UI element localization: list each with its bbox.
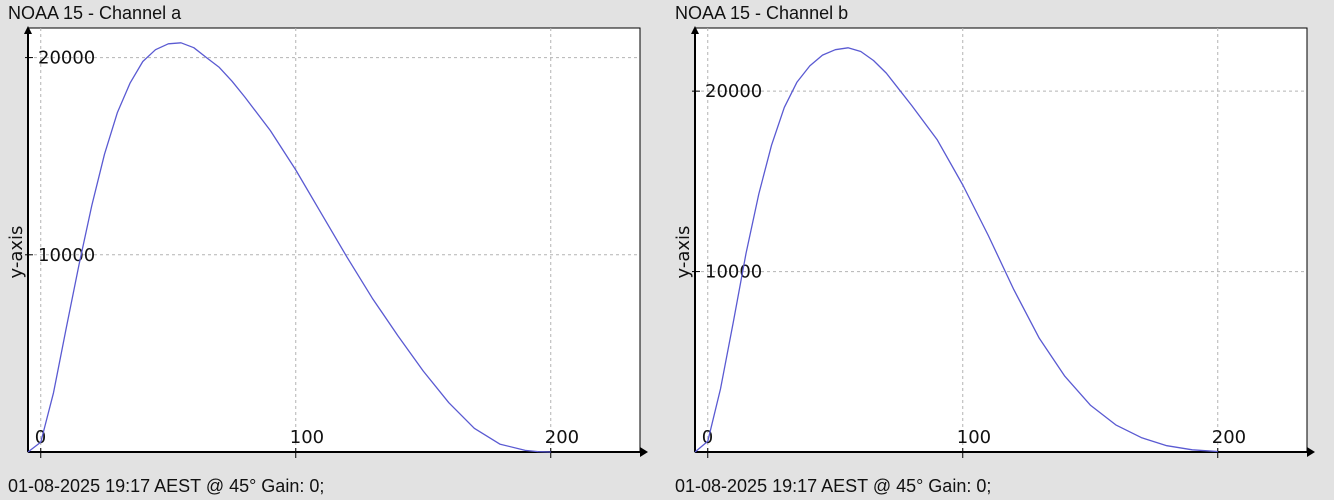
- series-line: [27, 42, 551, 453]
- x-axis-arrow: [640, 447, 648, 457]
- chart-panel-a: NOAA 15 - Channel a 0 100 200 10000 20000 y-a…: [0, 0, 660, 500]
- status-footer: 01-08-2025 19:17 AEST @ 45° Gain: 0;: [675, 476, 992, 496]
- y-tick-label: 10000: [38, 245, 95, 266]
- status-footer: 01-08-2025 19:17 AEST @ 45° Gain: 0;: [8, 476, 325, 496]
- chart-title: NOAA 15 - Channel a: [8, 3, 182, 23]
- chart-title: NOAA 15 - Channel b: [675, 3, 849, 23]
- y-axis-arrow: [691, 26, 699, 34]
- x-tick-label: 100: [957, 427, 991, 448]
- x-tick-label: 0: [35, 427, 46, 448]
- x-tick-label: 100: [290, 427, 324, 448]
- y-tick-label: 20000: [38, 48, 95, 69]
- x-axis-arrow: [1307, 447, 1315, 457]
- chart-plot-b: 0 100 200 10000 20000 y-axis: [673, 26, 1315, 458]
- x-tick-label: 200: [1212, 427, 1246, 448]
- y-axis-arrow: [24, 26, 32, 34]
- chart-plot-a: 0 100 200 10000 20000 y-axis: [6, 26, 648, 458]
- y-tick-label: 10000: [705, 262, 762, 283]
- x-tick-label: 200: [545, 427, 579, 448]
- x-tick-label: 0: [702, 427, 713, 448]
- plot-area: [27, 27, 641, 453]
- y-tick-label: 20000: [705, 81, 762, 102]
- series-line: [694, 47, 1218, 453]
- plot-area: [694, 27, 1308, 453]
- y-axis-label: y-axis: [6, 226, 27, 279]
- chart-panel-b: NOAA 15 - Channel b 0 100 200 10000 20000 y-a…: [667, 0, 1327, 500]
- y-axis-label: y-axis: [673, 226, 694, 279]
